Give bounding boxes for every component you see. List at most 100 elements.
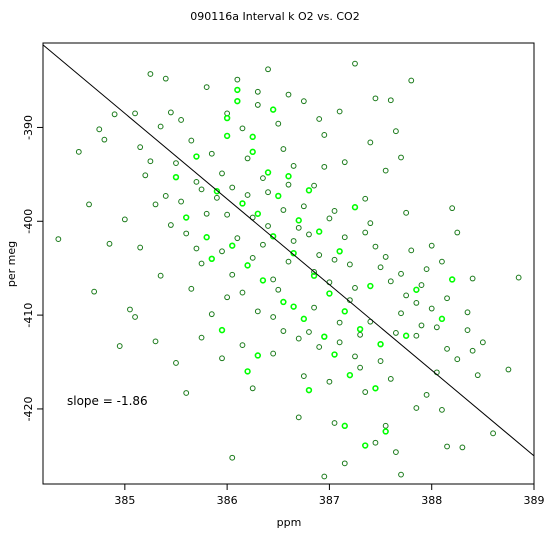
data-point [198,260,205,267]
data-point [306,329,312,335]
data-point [234,97,241,105]
data-point [387,97,394,104]
data-point [229,271,236,278]
data-point [132,110,138,117]
data-point [244,368,251,375]
data-point [382,254,389,260]
data-point [449,205,456,212]
data-point [331,256,338,263]
data-point [285,258,292,265]
data-point [269,233,277,240]
data-point [254,308,261,315]
data-point [152,201,159,208]
data-point [254,210,262,217]
x-axis: 385 386 387 388 389 [114,484,545,507]
x-tick-label: 385 [114,494,135,507]
data-point [418,322,425,329]
data-point [157,123,164,130]
data-point [193,178,200,185]
data-point [300,373,307,379]
data-point [439,258,445,265]
data-point [172,173,180,181]
data-point [295,414,302,421]
data-point [352,353,358,360]
series-dark-points [55,60,522,480]
data-point [116,343,123,349]
data-point [362,229,369,236]
series-bright-points [172,86,456,449]
data-point [183,230,190,237]
data-point [229,184,236,191]
data-point [433,324,440,331]
data-point [439,406,445,413]
data-point [295,224,302,231]
data-point [254,102,261,108]
data-point [346,261,353,268]
data-point [398,471,404,478]
data-point [459,444,466,451]
data-point [444,345,450,352]
data-point [219,355,225,362]
data-point [157,272,164,279]
data-point [91,288,98,295]
data-point [464,327,471,334]
y-tick-label: -410 [22,303,35,328]
data-point [408,77,415,84]
data-point [96,126,103,133]
data-point [341,460,348,467]
data-point [505,366,512,373]
data-point [249,254,256,261]
data-point [474,372,481,379]
x-tick-label: 388 [421,494,442,507]
data-point [341,308,348,315]
data-point [300,315,308,323]
data-point [234,235,241,242]
data-point [356,325,364,333]
data-point [290,303,297,310]
data-point [275,286,282,293]
data-point [290,238,297,244]
data-point [259,277,267,284]
data-point [305,386,313,394]
y-axis-label: per meg [5,241,18,287]
data-point [362,195,369,202]
data-point [469,347,476,354]
data-point [469,275,476,282]
x-axis-label: ppm [277,516,302,529]
data-point [239,289,246,296]
data-point [101,136,108,143]
data-point [162,193,169,199]
data-point [208,150,215,157]
data-point [106,240,113,247]
data-point [249,133,256,141]
data-point [372,95,379,102]
data-point [515,274,522,281]
data-point [413,300,420,306]
data-point [183,214,190,221]
slope-annotation: slope = -1.86 [67,394,148,408]
data-point [224,294,231,301]
data-point [403,209,410,216]
data-point [464,309,471,316]
data-point [188,137,195,144]
x-tick-label: 386 [217,494,238,507]
data-point [423,391,430,398]
data-point [372,243,379,250]
data-point [315,228,323,235]
data-point [162,75,169,82]
data-point [254,88,261,95]
data-point [249,385,256,392]
data-point [86,201,92,208]
y-axis: -390 -400 -410 -420 [22,115,43,421]
data-point [198,334,205,341]
data-point [444,443,450,450]
data-point [75,148,82,155]
data-point [183,390,190,396]
data-point [223,114,231,122]
data-point [275,192,282,200]
data-point [234,76,241,83]
data-point [147,71,154,77]
data-point [265,189,271,196]
data-point [377,340,384,348]
data-point [321,473,328,480]
